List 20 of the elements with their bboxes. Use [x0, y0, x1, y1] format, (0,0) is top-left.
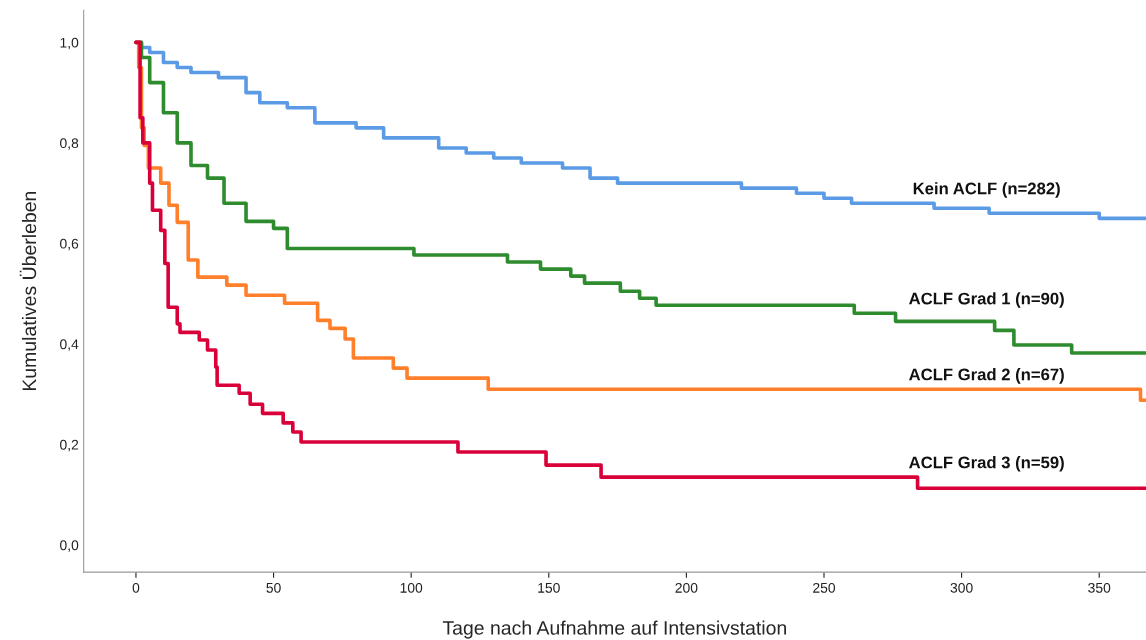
x-tick-label: 50 [266, 582, 281, 593]
y-tick-label: 1,0 [60, 37, 79, 50]
series-label: ACLF Grad 2 (n=67) [909, 368, 1064, 384]
y-tick-label: 0,8 [60, 138, 79, 150]
series-label: ACLF Grad 1 (n=90) [909, 292, 1064, 308]
y-tick-label: 0,6 [60, 238, 79, 251]
x-tick-label: 350 [1088, 582, 1111, 593]
x-tick-label: 100 [400, 582, 423, 593]
x-axis-title: Tage nach Aufnahme auf Intensivstation [442, 620, 786, 639]
x-tick-label: 0 [132, 582, 140, 593]
series-label: Kein ACLF (n=282) [913, 182, 1060, 198]
y-tick-label: 0,0 [60, 540, 79, 552]
x-tick-label: 250 [813, 582, 836, 593]
x-tick-label: 300 [950, 582, 973, 593]
series-label: ACLF Grad 3 (n=59) [909, 456, 1064, 472]
x-tick-label: 200 [675, 582, 698, 593]
y-tick-label: 0,2 [60, 439, 79, 452]
y-axis-title: Kumulatives Überleben [19, 191, 37, 391]
x-tick-label: 150 [538, 582, 560, 593]
y-tick-label: 0,4 [60, 339, 79, 351]
